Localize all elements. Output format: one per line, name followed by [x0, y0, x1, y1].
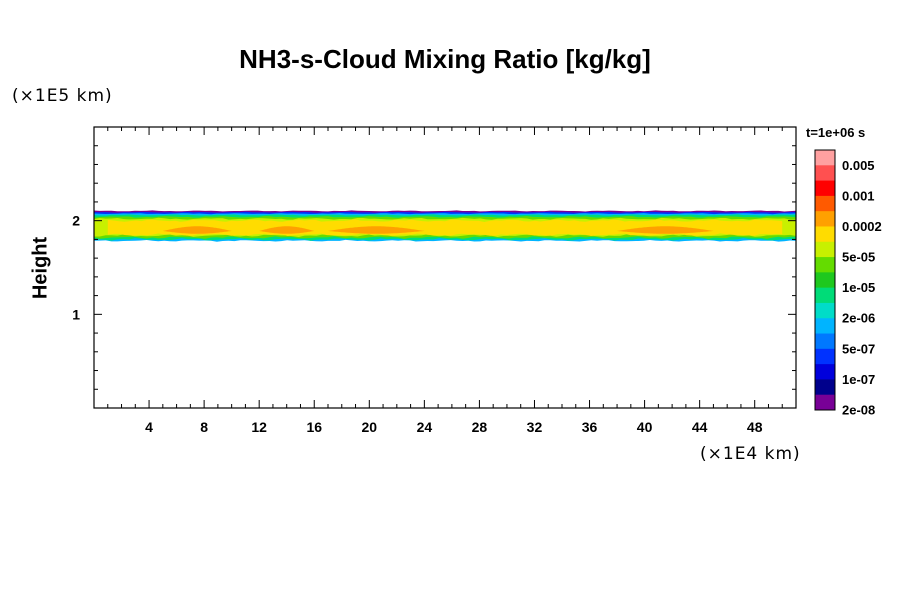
cloud-core-2 — [328, 226, 425, 234]
x-tick-label: 4 — [145, 419, 153, 435]
y-tick-label: 1 — [72, 306, 80, 322]
y-axis-unit: (×1E5 km) — [12, 86, 113, 106]
colorbar-swatch — [815, 333, 835, 350]
colorbar-swatch — [815, 364, 835, 380]
x-tick-label: 8 — [200, 419, 208, 435]
colorbar-label: 1e-05 — [842, 280, 875, 295]
cloud-layer — [94, 210, 796, 242]
x-tick-label: 48 — [747, 419, 763, 435]
colorbar-swatch — [815, 241, 835, 258]
colorbar-swatch — [815, 287, 835, 304]
time-label: t=1e+06 s — [806, 125, 866, 140]
cloud-core-3 — [617, 226, 714, 234]
colorbar-swatch — [815, 272, 835, 289]
cloud-core-1 — [259, 226, 315, 234]
colorbar-swatch — [815, 257, 835, 273]
colorbar-label: 2e-08 — [842, 403, 875, 418]
colorbar-label: 0.0002 — [842, 219, 882, 234]
x-tick-label: 36 — [582, 419, 598, 435]
colorbar-swatch — [815, 348, 835, 365]
x-axis-unit: (×1E4 km) — [700, 444, 801, 464]
x-tick-label: 28 — [472, 419, 488, 435]
x-tick-label: 40 — [637, 419, 653, 435]
colorbar-label: 0.005 — [842, 158, 875, 173]
colorbar-label: 5e-07 — [842, 341, 875, 356]
colorbar-swatch — [815, 226, 835, 243]
colorbar-label: 1e-07 — [842, 372, 875, 387]
x-tick-label: 16 — [306, 419, 322, 435]
colorbar-label: 2e-06 — [842, 311, 875, 326]
x-tick-label: 44 — [692, 419, 708, 435]
x-tick-label: 24 — [417, 419, 433, 435]
colorbar-swatch — [815, 180, 835, 197]
colorbar-swatch — [815, 318, 835, 335]
colorbar-swatch — [815, 165, 835, 182]
x-tick-label: 20 — [362, 419, 378, 435]
colorbar-swatch — [815, 150, 835, 166]
colorbar-swatch — [815, 302, 835, 319]
colorbar-label: 5e-05 — [842, 250, 875, 265]
x-tick-label: 32 — [527, 419, 543, 435]
colorbar-swatch — [815, 195, 835, 212]
cloud-core-0 — [162, 226, 232, 234]
colorbar-frame — [814, 149, 836, 411]
colorbar-swatch — [815, 379, 835, 396]
colorbar-label: 0.001 — [842, 188, 875, 203]
plot-frame — [93, 126, 797, 409]
chart-title: NH3-s-Cloud Mixing Ratio [kg/kg] — [239, 44, 651, 74]
colorbar-swatch — [815, 394, 835, 411]
y-tick-label: 2 — [72, 213, 80, 229]
x-tick-label: 12 — [251, 419, 267, 435]
colorbar-swatch — [815, 211, 835, 227]
